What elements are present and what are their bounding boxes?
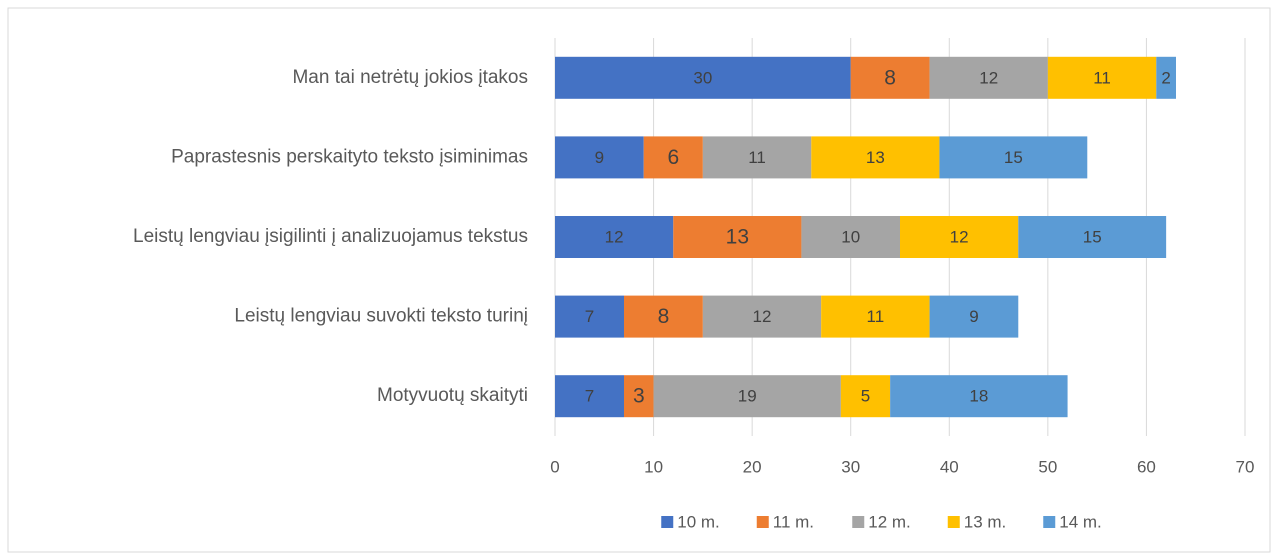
bar-segment bbox=[939, 136, 1088, 179]
value-label: 11 bbox=[1093, 68, 1111, 87]
value-label: 7 bbox=[585, 307, 594, 326]
value-label: 9 bbox=[969, 307, 978, 326]
bar-segment bbox=[840, 375, 891, 418]
legend-label: 13 m. bbox=[964, 512, 1007, 531]
y-tick-label: Leistų lengviau suvokti teksto turinį bbox=[234, 306, 528, 327]
value-label: 19 bbox=[738, 387, 757, 406]
legend-swatch bbox=[661, 516, 674, 528]
value-label: 12 bbox=[950, 227, 969, 246]
value-label: 13 bbox=[726, 226, 749, 249]
bar-segment bbox=[929, 295, 1019, 338]
bar-segment bbox=[821, 295, 930, 338]
legend-swatch bbox=[1043, 516, 1056, 528]
legend-swatch bbox=[852, 516, 865, 528]
value-label: 12 bbox=[605, 227, 624, 246]
value-label: 5 bbox=[861, 387, 870, 406]
y-tick-label: Leistų lengviau įsigilinti į analizuojam… bbox=[133, 226, 528, 247]
x-tick-label: 40 bbox=[940, 457, 959, 476]
bar-segment bbox=[1156, 56, 1176, 99]
bar-segment bbox=[1047, 56, 1157, 99]
value-label: 10 bbox=[841, 227, 860, 246]
bar-segment bbox=[850, 56, 930, 99]
value-label: 18 bbox=[969, 387, 988, 406]
bar-segment bbox=[653, 375, 841, 418]
bar-segment bbox=[555, 295, 624, 338]
legend-label: 11 m. bbox=[773, 512, 814, 531]
y-tick-label: Paprastesnis perskaityto teksto įsiminim… bbox=[171, 146, 528, 167]
value-label: 8 bbox=[658, 305, 670, 328]
x-tick-label: 30 bbox=[841, 457, 860, 476]
y-tick-label: Man tai netrėtų jokios įtakos bbox=[292, 67, 528, 88]
value-label: 12 bbox=[979, 68, 998, 87]
x-tick-label: 10 bbox=[644, 457, 663, 476]
value-label: 13 bbox=[866, 148, 885, 167]
value-label: 15 bbox=[1004, 148, 1023, 167]
x-tick-label: 0 bbox=[550, 457, 559, 476]
value-label: 6 bbox=[667, 146, 679, 169]
legend-swatch bbox=[947, 516, 960, 528]
legend-label: 14 m. bbox=[1059, 512, 1102, 531]
value-label: 11 bbox=[867, 307, 885, 326]
bar-segment bbox=[929, 56, 1048, 99]
value-label: 8 bbox=[884, 66, 896, 89]
value-label: 3 bbox=[633, 385, 645, 408]
x-tick-label: 70 bbox=[1236, 457, 1255, 476]
bar-segment bbox=[624, 375, 654, 418]
value-label: 30 bbox=[693, 68, 712, 87]
bar-segment bbox=[555, 216, 674, 258]
value-label: 12 bbox=[753, 307, 772, 326]
value-label: 9 bbox=[595, 148, 604, 167]
value-label: 7 bbox=[585, 387, 594, 406]
bar-segment bbox=[702, 295, 822, 338]
bar-segment bbox=[555, 375, 624, 418]
value-label: 11 bbox=[748, 148, 766, 167]
value-label: 15 bbox=[1083, 227, 1102, 246]
x-tick-label: 60 bbox=[1137, 457, 1156, 476]
bar-segment bbox=[555, 136, 644, 179]
bar-segment bbox=[555, 56, 851, 99]
x-tick-label: 20 bbox=[743, 457, 762, 476]
bar-segment bbox=[890, 375, 1068, 418]
value-label: 2 bbox=[1161, 68, 1170, 87]
bar-segment bbox=[900, 216, 1019, 258]
legend-swatch bbox=[756, 516, 769, 528]
bar-segment bbox=[801, 216, 900, 258]
y-tick-label: Motyvuotų skaityti bbox=[377, 385, 528, 406]
bar-segment bbox=[811, 136, 940, 179]
bar-segment bbox=[643, 136, 703, 179]
bar-segment bbox=[1018, 216, 1167, 258]
bar-segment bbox=[673, 216, 802, 258]
legend-label: 10 m. bbox=[677, 512, 720, 531]
x-tick-label: 50 bbox=[1038, 457, 1057, 476]
bar-segment bbox=[702, 136, 812, 179]
legend-label: 12 m. bbox=[868, 512, 911, 531]
bar-segment bbox=[624, 295, 703, 338]
